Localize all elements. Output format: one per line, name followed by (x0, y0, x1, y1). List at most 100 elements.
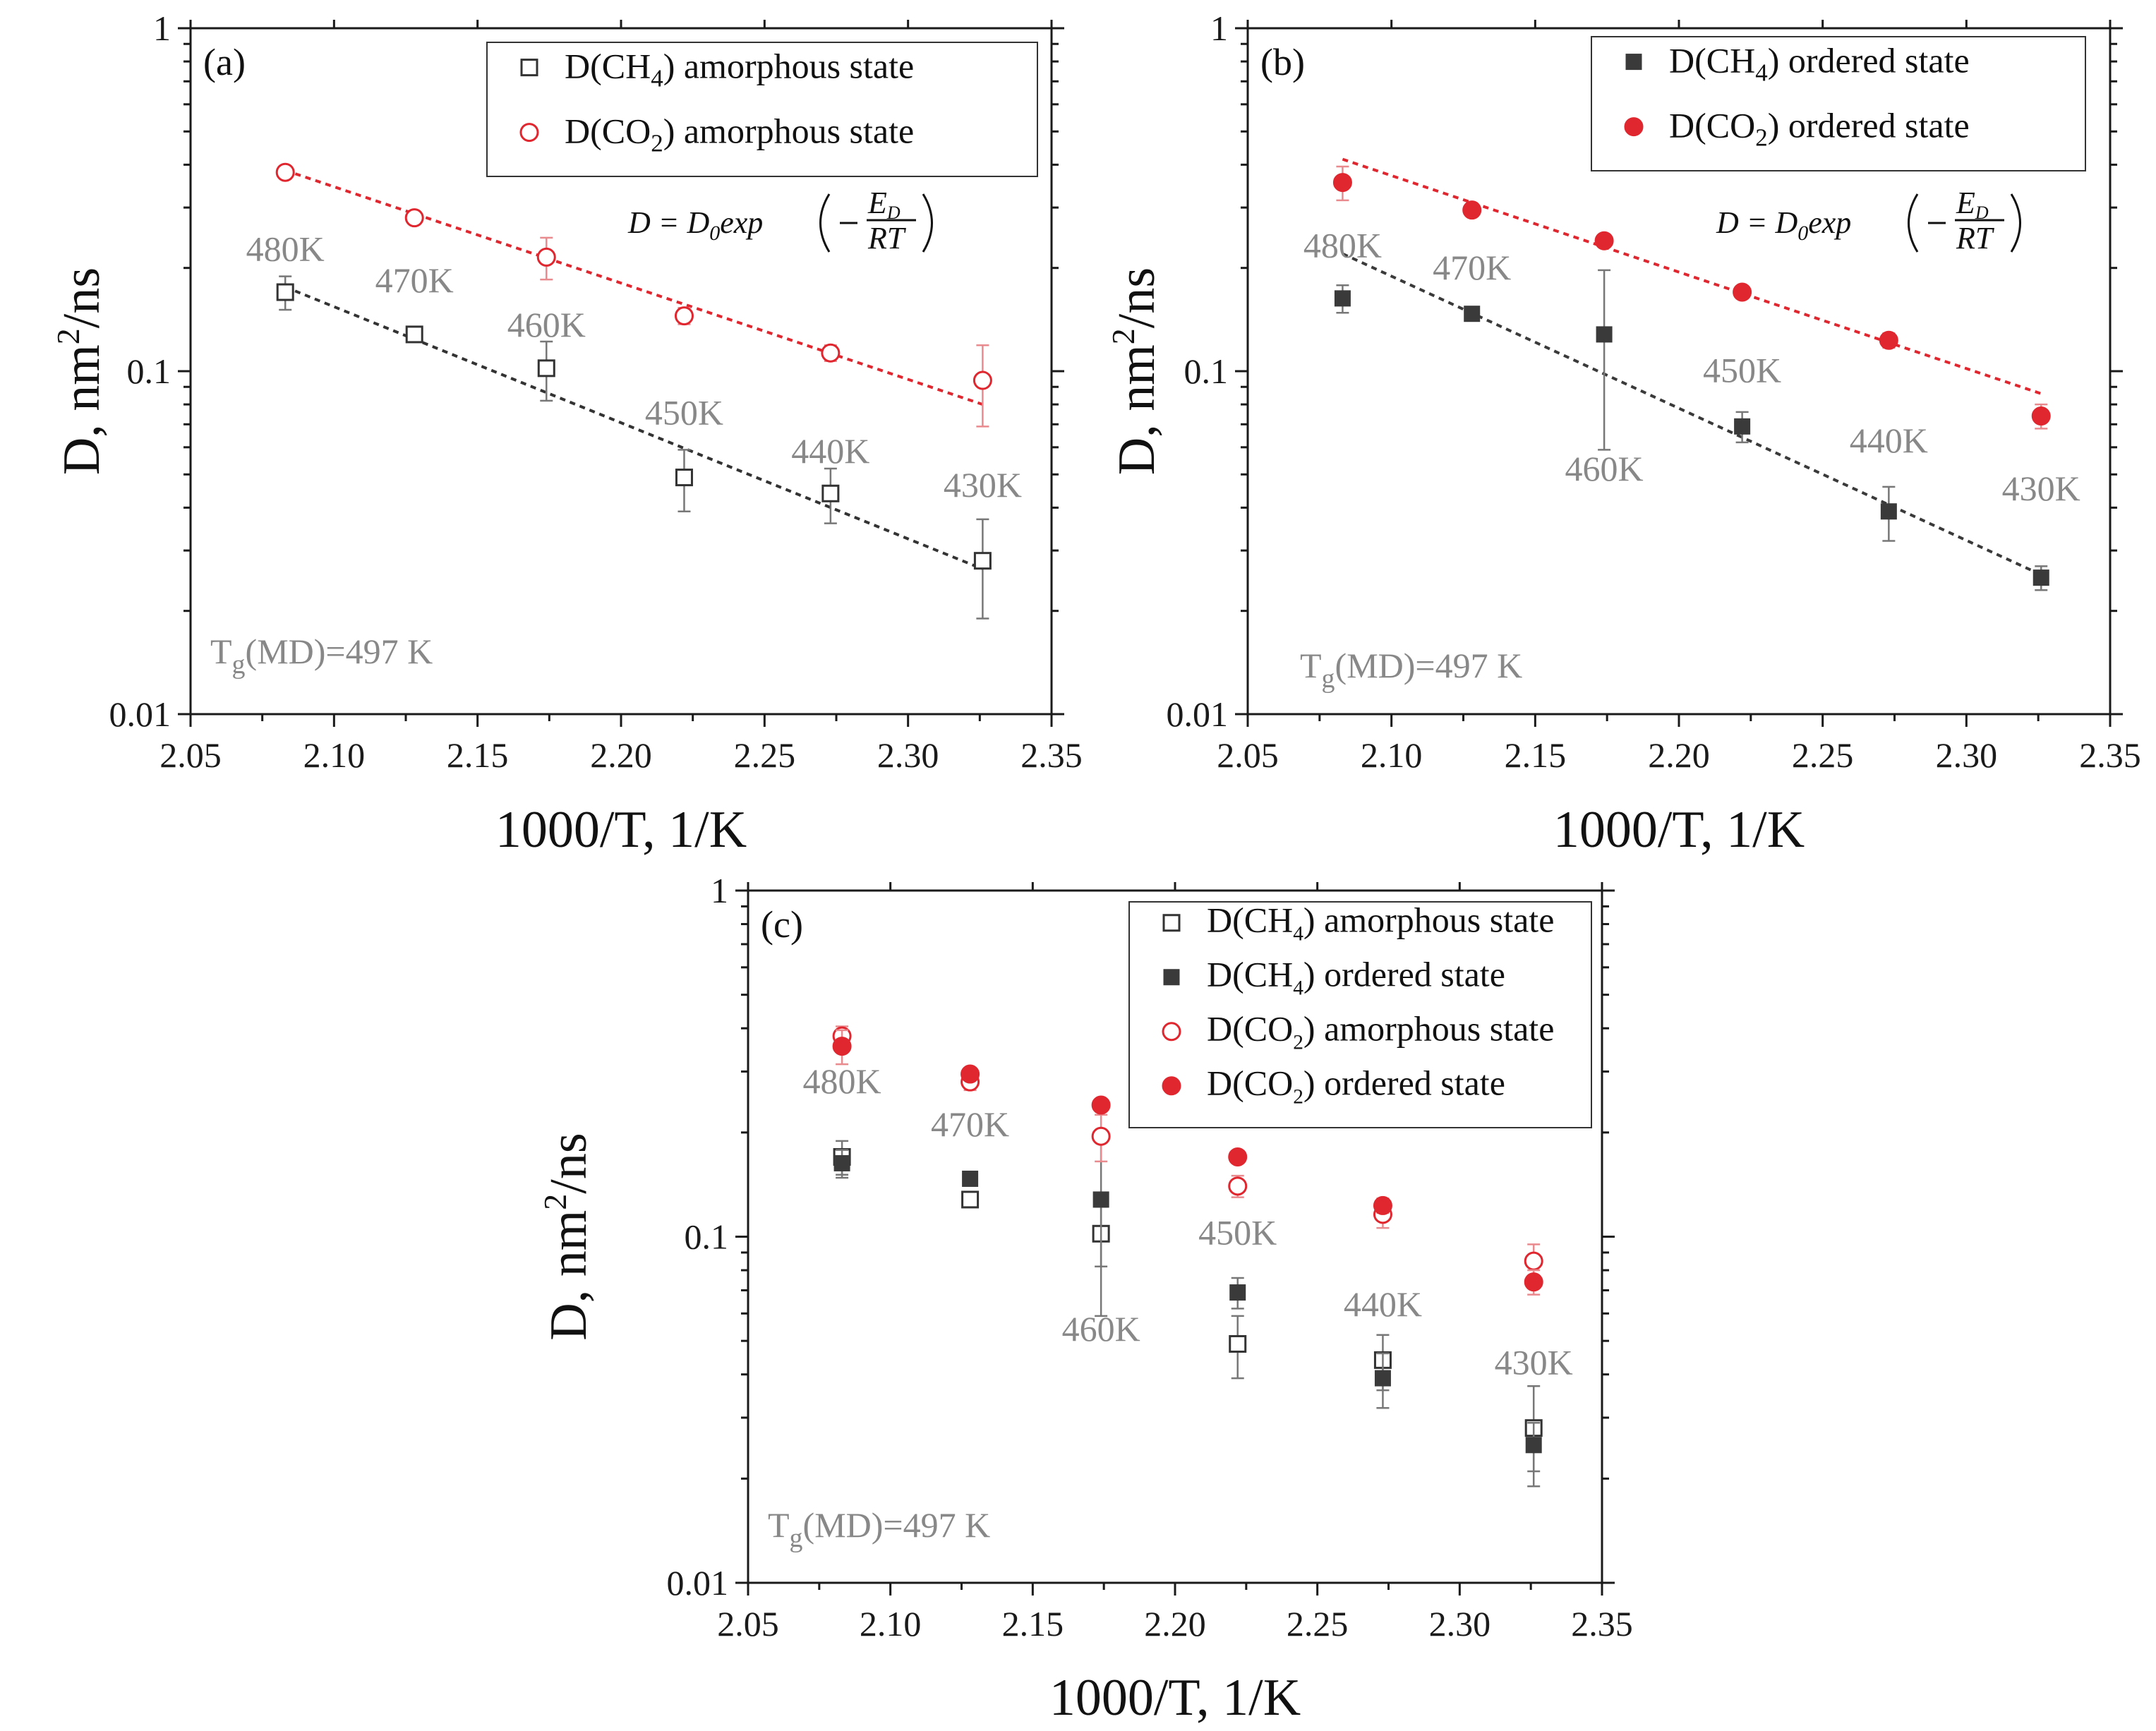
equation-lhs: D = (1716, 205, 1775, 240)
legend-box (1128, 901, 1592, 1128)
series-1 (833, 1133, 1542, 1473)
equation-lhs: D = (627, 205, 687, 240)
temperature-label: 450K (1703, 350, 1781, 390)
legend-entry-sub: 4 (1293, 977, 1303, 999)
data-point (674, 306, 694, 326)
data-point (973, 552, 992, 570)
y-tick-label: 0.1 (127, 351, 171, 391)
legend-marker (1162, 1076, 1181, 1096)
legend-entry-post: ) amorphous state (663, 47, 914, 86)
legend-entry-post: ) ordered state (1768, 106, 1970, 145)
y-axis-title-sup: 2 (537, 1194, 573, 1210)
x-tick-label: 2.35 (2079, 735, 2141, 775)
equation-num-main: E (867, 186, 887, 220)
x-tick-label: 2.20 (590, 735, 652, 775)
x-tick-label: 2.20 (1144, 1604, 1206, 1643)
series-3 (832, 1029, 1543, 1296)
equation-numerator: ED (867, 186, 901, 223)
x-tick-label: 2.25 (734, 735, 796, 775)
data-point (275, 162, 295, 182)
fit-line-series-0 (284, 285, 984, 571)
legend-entry: D(CH4) amorphous state (565, 47, 914, 92)
data-point (1734, 418, 1751, 435)
temperature-label: 450K (1198, 1212, 1277, 1252)
data-point (821, 484, 840, 502)
x-axis-title: 1000/T, 1/K (1553, 801, 1805, 859)
legend-entry-pre: D(CH (1207, 900, 1293, 939)
y-axis-title-tail: /ns (1108, 267, 1166, 328)
temperature-label: 440K (791, 431, 869, 471)
equation-paren-right (2010, 193, 2021, 253)
equation-num-sub: D (1975, 203, 1989, 223)
y-axis-title-main: D, nm (540, 1210, 598, 1341)
data-point (1879, 330, 1898, 350)
panel-b: 2.05 2.10 2.15 2.20 2.25 2.30 2.35 0.01 0.1 1 1000… (1105, 8, 2141, 859)
legend-entry: D(CO2) ordered state (1207, 1063, 1505, 1108)
equation-main: D = D0exp (1716, 205, 1851, 245)
x-tick-label: 2.35 (1571, 1604, 1633, 1643)
equation-num-main: E (1956, 186, 1975, 220)
x-tick-label: 2.10 (860, 1604, 922, 1643)
temperature-label: 460K (507, 305, 586, 344)
data-point (1733, 282, 1752, 302)
data-point (1374, 1370, 1391, 1387)
legend-marker (1625, 54, 1642, 71)
data-point (1334, 290, 1351, 307)
tg-sub: g (232, 650, 246, 680)
temperature-label: 480K (803, 1061, 881, 1101)
temperature-label: 470K (375, 260, 454, 300)
equation-paren-left (819, 193, 831, 253)
legend-entry-sub: 4 (1293, 922, 1303, 945)
legend-entry-pre: D(CO (565, 111, 651, 151)
data-point (961, 1190, 980, 1209)
panel-c: 2.05 2.10 2.15 2.20 2.25 2.30 2.35 0.01 0.1 1 1000… (537, 871, 1633, 1727)
x-tick-label: 2.15 (1505, 735, 1567, 775)
y-axis-title-sup: 2 (50, 328, 86, 344)
legend-entry-pre: D(CO (1207, 1063, 1293, 1102)
temperature-label: 480K (1303, 225, 1382, 265)
series-0 (276, 275, 992, 620)
legend-entry-post: ) ordered state (1303, 954, 1505, 994)
tg-sub: g (790, 1524, 803, 1553)
legend-box (1591, 36, 2086, 171)
x-tick-label: 2.25 (1287, 1604, 1349, 1643)
x-tick-label: 2.30 (1429, 1604, 1491, 1643)
series-1 (275, 162, 992, 428)
legend-entry-pre: D(CH (565, 47, 651, 86)
legend-entry-pre: D(CO (1669, 106, 1755, 145)
temperature-label: 450K (645, 392, 723, 432)
y-tick-label: 1 (711, 871, 728, 910)
panel-a: 2.05 2.10 2.15 2.20 2.25 2.30 2.35 0.01 0.1 1 1000… (50, 8, 1083, 859)
data-point (1464, 306, 1481, 322)
legend-entry-sub: 2 (1293, 1085, 1303, 1108)
fit-line-series-0 (1342, 252, 2042, 577)
tg-annotation: Tg(MD)=497 K (768, 1505, 990, 1553)
temperature-label: 440K (1850, 421, 1928, 460)
legend: D(CH4) amorphous state D(CO2 ) amorphous s… (486, 42, 1038, 177)
y-axis-title: D, nm2/ns (1105, 267, 1166, 475)
x-tick-label: 2.05 (717, 1604, 779, 1643)
legend-entry-sub: 2 (651, 130, 663, 157)
tg-annotation: Tg(MD)=497 K (1300, 646, 1522, 694)
data-point (1229, 1334, 1247, 1353)
y-tick-label: 0.1 (1184, 351, 1229, 391)
data-point (833, 1154, 850, 1171)
tg-main: T (1300, 646, 1322, 685)
tg-rest: (MD)=497 K (246, 632, 433, 671)
legend-marker (1162, 914, 1181, 932)
tg-main: T (210, 632, 232, 671)
equation-numerator: ED (1956, 186, 1989, 223)
series-2 (832, 1025, 1543, 1281)
data-point (960, 1064, 980, 1084)
series-1 (1332, 165, 2051, 430)
x-tick-label: 2.30 (1936, 735, 1998, 775)
tg-annotation: Tg(MD)=497 K (210, 632, 433, 680)
data-point (1332, 173, 1352, 193)
data-point (404, 208, 424, 228)
legend-marker (520, 59, 538, 77)
x-tick-label: 2.25 (1792, 735, 1854, 775)
legend-marker (1162, 1022, 1181, 1042)
equation-d0: D (1774, 205, 1797, 240)
